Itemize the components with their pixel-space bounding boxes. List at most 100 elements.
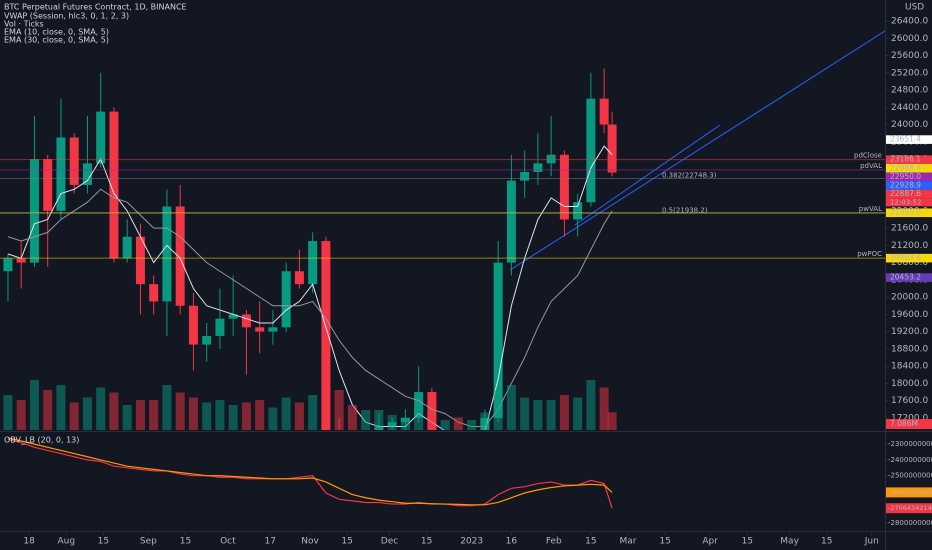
y-tick-label: 19600.0: [891, 310, 928, 320]
volume-tag-label: 7.086M: [890, 419, 918, 428]
candle-body: [215, 318, 225, 336]
ema-line: [7, 188, 613, 428]
volume-bar: [607, 412, 617, 430]
currency: USD: [905, 3, 924, 13]
candle-body: [321, 241, 331, 430]
x-tick-label: 17: [265, 537, 276, 547]
volume-bar: [453, 417, 463, 430]
candle-body: [586, 98, 596, 203]
indicator-label: Vol · Ticks: [4, 20, 44, 29]
candle-body: [506, 180, 516, 263]
obv-line: [7, 437, 613, 506]
y-tick-label: 17200.0: [891, 413, 928, 423]
volume-bar: [533, 400, 543, 430]
x-tick-label: 18: [23, 537, 35, 547]
candle-body: [241, 314, 251, 328]
y-tick-label: 24800.0: [891, 86, 928, 96]
x-tick-label: 15: [341, 537, 352, 547]
candle-body: [427, 392, 437, 430]
y-tick-label: -2800000000.0: [888, 519, 932, 527]
candle-body: [414, 392, 424, 418]
indicator-label: VWAP (Session, hlc3, 0, 1, 2, 3): [4, 12, 129, 21]
candle-body: [281, 271, 291, 328]
volume-bar: [440, 420, 450, 430]
indicator-label: EMA (30, close, 0, SMA, 5): [4, 36, 109, 45]
chart-title: BTC Perpetual Futures Contract, 1D, BINA…: [4, 3, 187, 12]
volume-bar: [96, 387, 106, 430]
volume-bar: [347, 405, 357, 430]
volume-bar: [308, 395, 318, 430]
volume-bar: [43, 390, 53, 430]
volume-bar: [175, 392, 185, 430]
price-tag: [886, 135, 932, 144]
candle-body: [162, 206, 172, 302]
candle-body: [268, 327, 278, 332]
candle-body: [533, 163, 543, 173]
candle-body: [255, 327, 265, 332]
y-tick-label: 18400.0: [891, 362, 928, 372]
level-label: pdClose: [854, 152, 882, 160]
x-tick-label: 15: [821, 537, 832, 547]
x-tick-label: May: [780, 537, 799, 547]
volume-bar: [69, 402, 79, 430]
fib-label: 0.382(22748.3): [662, 172, 717, 180]
price-tag: [886, 181, 932, 190]
y-tick-label: 18800.0: [891, 344, 928, 354]
x-tick-label: 15: [741, 537, 752, 547]
volume-bar: [321, 355, 331, 430]
volume-bar: [109, 392, 119, 430]
volume-bar: [56, 385, 66, 430]
price-tag-label: 22928.9: [890, 180, 921, 189]
volume-bar: [573, 397, 583, 430]
price-tag: [886, 172, 932, 182]
volume-bar: [215, 400, 225, 430]
candle-body: [559, 154, 569, 220]
candle-body: [43, 159, 53, 211]
candle-body: [175, 206, 185, 306]
y-tick-label: 24000.0: [891, 120, 928, 130]
y-tick-label: 25600.0: [891, 51, 928, 61]
candle-body: [202, 335, 212, 345]
x-tick-label: 15: [585, 537, 596, 547]
volume-bar: [387, 415, 397, 430]
y-tick-label: 21200.0: [891, 241, 928, 251]
countdown-tag: [886, 198, 932, 207]
volume-bar: [202, 402, 212, 430]
volume-bar: [29, 380, 39, 430]
obv-tag: [886, 503, 932, 514]
candle-body: [188, 305, 198, 345]
y-tick-label: 20000.0: [891, 293, 928, 303]
x-tick-label: Aug: [57, 537, 75, 547]
y-tick-label: 25200.0: [891, 68, 928, 78]
y-tick-label: 21600.0: [891, 224, 928, 234]
volume-bar: [241, 402, 251, 430]
candle-body: [294, 271, 304, 285]
countdown: 12:03:52: [890, 198, 921, 206]
price-tag: [886, 253, 932, 263]
obv-line: [7, 438, 613, 509]
volume-bar: [294, 402, 304, 430]
y-tick-label: 17600.0: [891, 396, 928, 406]
candle-body: [493, 262, 503, 418]
candle-body: [122, 236, 132, 259]
x-tick-label: Apr: [702, 537, 718, 547]
y-tick-label: 20800.0: [891, 258, 928, 268]
volume-bar: [559, 395, 569, 430]
y-tick-label: -2300000000.0: [888, 440, 932, 448]
volume-bar: [467, 420, 477, 430]
y-tick-label: 18000.0: [891, 379, 928, 389]
ema-line: [7, 145, 613, 430]
price-tag: [886, 155, 932, 164]
candle-body: [29, 159, 39, 263]
x-tick-label: 15: [98, 537, 109, 547]
volume-bar: [414, 407, 424, 430]
candle-body: [135, 236, 145, 285]
x-tick-label: 16: [506, 537, 518, 547]
volume-tag: [886, 419, 932, 429]
level-label: pdVAL: [860, 162, 882, 170]
candle-body: [69, 137, 79, 185]
candle-body: [228, 314, 238, 319]
y-tick-label: 26000.0: [891, 34, 928, 44]
